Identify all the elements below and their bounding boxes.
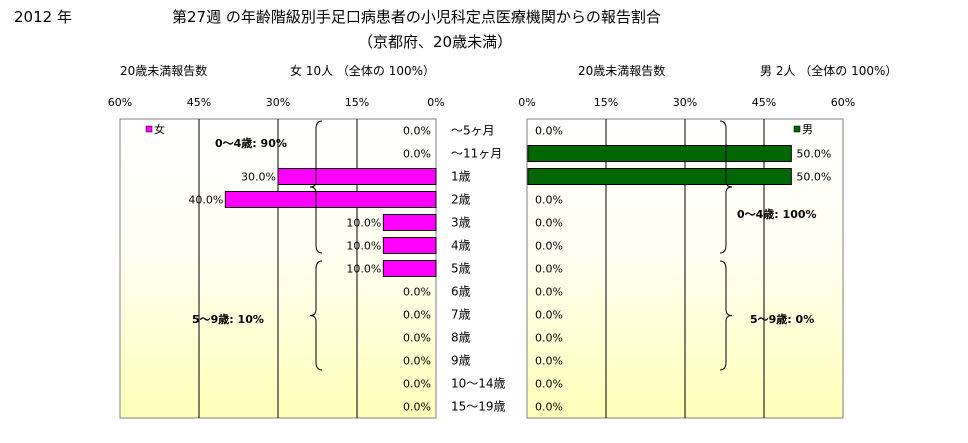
right-tick-label: 30% [673,96,697,109]
male-value-label: 50.0% [796,148,831,161]
age-category-label: ～11ヶ月 [451,147,502,161]
age-category-label: 3歳 [451,216,471,230]
age-category-label: 15～19歳 [451,400,506,414]
female-legend-swatch [145,125,153,133]
age-category-label: 7歳 [451,308,471,322]
male-group-brace-0-4 [719,120,733,254]
age-category-label: 1歳 [451,170,471,184]
female-value-label: 0.0% [403,355,431,368]
age-category-label: 10～14歳 [451,377,506,391]
female-value-label: 10.0% [346,217,381,230]
female-value-label: 0.0% [403,332,431,345]
female-value-label: 0.0% [403,148,431,161]
female-value-label: 0.0% [403,125,431,138]
male-value-label: 0.0% [535,355,563,368]
left-tick-label: 60% [108,96,132,109]
age-category-label: ～5ヶ月 [451,124,495,138]
age-category-label: 5歳 [451,262,471,276]
right-tick-label: 45% [752,96,776,109]
right-total-text: 男 2人 （全体の 100%） [760,64,898,78]
left-total-text: 女 10人 （全体の 100%） [290,64,436,78]
right-tick-label: 15% [594,96,618,109]
female-bar [382,214,437,231]
male-value-label: 0.0% [535,217,563,230]
male-value-label: 0.0% [535,125,563,138]
female-value-label: 30.0% [241,171,276,184]
male-value-label: 0.0% [535,309,563,322]
female-group-annotation-0-4: 0～4歳: 90% [215,136,287,150]
male-value-label: 0.0% [535,194,563,207]
male-group-annotation-0-4: 0～4歳: 100% [737,207,817,221]
male-value-label: 0.0% [535,240,563,253]
male-value-label: 0.0% [535,332,563,345]
female-value-label: 0.0% [403,286,431,299]
female-value-label: 10.0% [346,263,381,276]
male-value-label: 50.0% [796,171,831,184]
female-legend-label: 女 [154,122,165,136]
right-report-caption: 20歳未満報告数 [578,64,666,78]
female-bar [277,168,437,185]
female-value-label: 0.0% [403,378,431,391]
chart-title: 第27週 の年齢階級別手足口病患者の小児科定点医療機関からの報告割合 [172,8,661,26]
male-value-label: 0.0% [535,401,563,414]
female-group-annotation-5-9: 5～9歳: 10% [192,312,264,326]
left-tick-label: 15% [345,96,369,109]
left-report-caption: 20歳未満報告数 [120,64,208,78]
left-tick-label: 45% [187,96,211,109]
female-bar [224,191,437,208]
female-value-label: 10.0% [346,240,381,253]
female-bar [382,260,437,277]
age-category-label: 4歳 [451,239,471,253]
chart-subtitle: （京都府、20歳未満） [358,33,513,51]
left-tick-label: 30% [266,96,290,109]
age-category-label: 2歳 [451,193,471,207]
age-category-label: 6歳 [451,285,471,299]
female-group-brace-0-4 [309,120,323,254]
male-value-label: 0.0% [535,263,563,276]
year-label: 2012 年 [14,8,72,26]
female-value-label: 0.0% [403,309,431,322]
male-value-label: 0.0% [535,378,563,391]
age-category-label: 8歳 [451,331,471,345]
left-tick-label: 0% [427,96,444,109]
male-value-label: 0.0% [535,286,563,299]
age-category-label: 9歳 [451,354,471,368]
female-value-label: 0.0% [403,401,431,414]
female-value-label: 40.0% [188,194,223,207]
female-group-brace-5-9 [309,260,323,371]
male-legend-label: 男 [802,123,813,136]
male-bar [527,145,792,162]
female-bar [382,237,437,254]
male-group-annotation-5-9: 5～9歳: 0% [750,312,814,326]
male-legend-swatch [793,125,801,133]
male-group-brace-5-9 [719,260,733,371]
male-bar [527,168,792,185]
right-tick-label: 0% [518,96,535,109]
right-tick-label: 60% [831,96,855,109]
